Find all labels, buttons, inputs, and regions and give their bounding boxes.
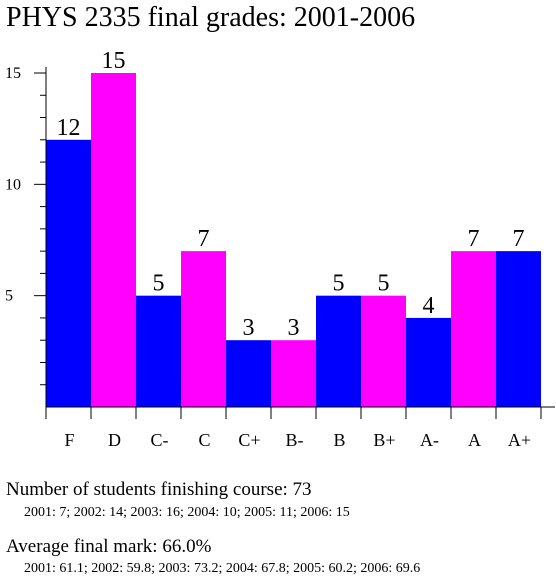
value-labels-group: 12 15 5 7 3 3 5 5 4 7 7 [57,48,525,341]
bar-F [46,139,91,408]
bar-A+ [496,251,541,407]
x-tick-label: B [333,430,345,450]
value-label: 3 [288,315,300,341]
bar-B- [271,340,316,407]
y-tick-label: 5 [5,288,13,305]
bar-C [181,251,226,407]
value-label: 12 [57,115,81,141]
x-tick-label: A- [420,430,439,450]
bar-A- [406,317,451,407]
value-label: 5 [333,271,345,297]
x-tick-label: C+ [238,430,260,450]
y-tick-label: 10 [5,176,21,193]
average-mark-text: Average final mark: 66.0% [6,536,212,557]
average-by-year-text: 2001: 61.1; 2002: 59.8; 2003: 73.2; 2004… [24,561,421,576]
x-tick-labels-group: F D C- C C+ B- B B+ A- A A+ [64,430,531,450]
value-label: 4 [423,293,435,319]
axes-group [34,67,555,419]
x-tick-label: D [108,430,121,450]
bars-group [46,73,541,408]
value-label: 5 [378,271,390,297]
x-tick-label: C [198,430,210,450]
value-label: 7 [198,226,210,252]
x-tick-label: B+ [373,430,395,450]
x-tick-label: F [64,430,74,450]
bar-B+ [361,295,406,407]
value-label: 7 [468,226,480,252]
chart-title: PHYS 2335 final grades: 2001-2006 [6,2,416,33]
y-tick-label: 15 [5,65,21,82]
bar-chart: 12 15 5 7 3 3 5 5 4 7 7 F D C- C C+ B- B B+ A- A A+ 5 10 15 [5,48,555,450]
y-tick-labels-group: 5 10 15 [5,65,21,305]
x-tick-label: C- [151,430,169,450]
value-label: 3 [243,315,255,341]
bar-A [451,251,496,407]
x-tick-label: B- [286,430,304,450]
bar-B [316,295,361,407]
value-label: 15 [102,48,126,74]
value-label: 7 [513,226,525,252]
bar-D [91,73,136,407]
bar-C- [136,295,181,407]
bar-C+ [226,340,271,407]
students-by-year-text: 2001: 7; 2002: 14; 2003: 16; 2004: 10; 2… [24,505,350,520]
value-label: 5 [153,271,165,297]
x-tick-label: A [468,430,481,450]
x-tick-label: A+ [508,430,531,450]
students-count-text: Number of students finishing course: 73 [6,479,312,500]
